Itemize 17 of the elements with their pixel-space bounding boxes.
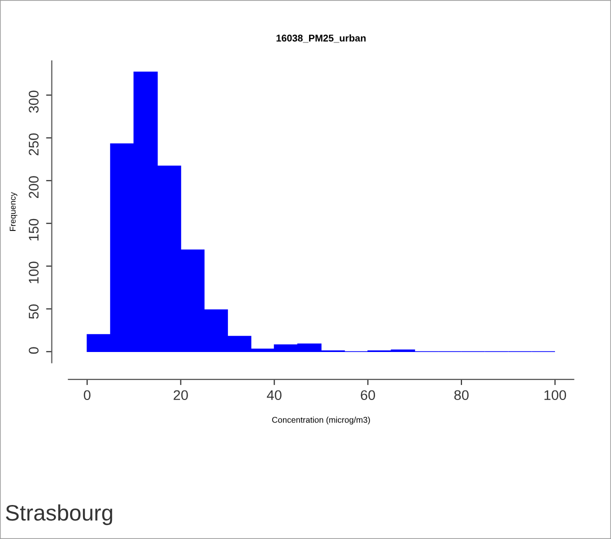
y-tick-label: 200 [28, 176, 39, 198]
chart-title: 16038_PM25_urban [276, 34, 366, 43]
x-tick-label: 80 [454, 390, 469, 400]
x-tick-label: 20 [174, 390, 188, 400]
x-tick-label: 0 [84, 390, 90, 400]
x-tick-label: 100 [544, 390, 566, 400]
x-tick-label: 60 [360, 390, 376, 400]
x-tick-label: 40 [266, 390, 282, 400]
y-tick-label: 300 [28, 90, 39, 113]
y-tick-label: 150 [28, 218, 39, 240]
text: Strasbourg [6, 504, 112, 526]
y-axis-title: Frequency [10, 192, 18, 231]
y-tick-label: 250 [28, 133, 39, 156]
y-tick-label: 50 [28, 304, 39, 319]
x-axis-title: Concentration (microg/m3) [272, 416, 370, 424]
y-tick-label: 0 [28, 347, 39, 354]
y-tick-label: 100 [28, 262, 39, 284]
